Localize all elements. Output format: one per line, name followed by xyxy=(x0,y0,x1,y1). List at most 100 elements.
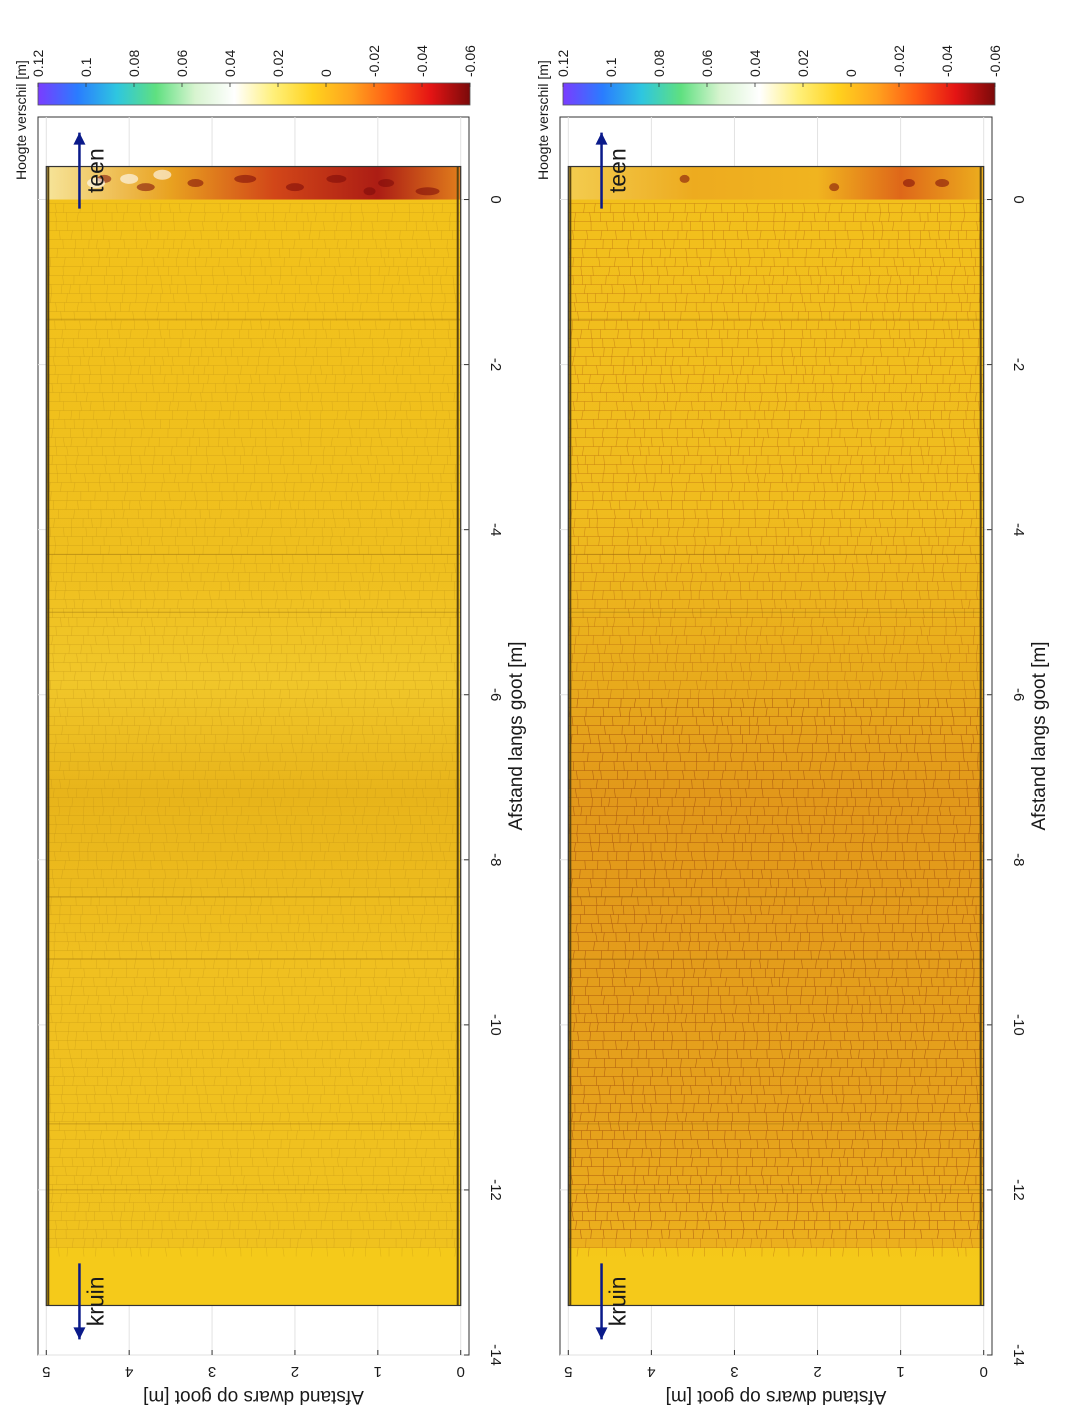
joint-line xyxy=(253,887,256,897)
joint-line xyxy=(445,833,447,843)
joint-line xyxy=(63,527,65,537)
joint-line xyxy=(879,203,881,213)
joint-line xyxy=(236,815,239,825)
joint-line xyxy=(112,671,115,681)
joint-line xyxy=(111,581,113,591)
joint-line xyxy=(245,491,248,501)
joint-line xyxy=(229,1148,232,1158)
joint-line xyxy=(115,1166,118,1176)
joint-line xyxy=(157,1202,160,1212)
joint-line xyxy=(251,419,253,429)
joint-line xyxy=(168,329,171,339)
joint-line xyxy=(792,356,795,366)
joint-line xyxy=(129,581,131,591)
joint-line xyxy=(377,293,380,303)
joint-line xyxy=(419,266,421,276)
joint-line xyxy=(289,392,291,402)
joint-line xyxy=(91,680,93,690)
joint-line xyxy=(258,293,260,303)
joint-line xyxy=(159,329,162,339)
joint-line xyxy=(938,266,941,276)
joint-line xyxy=(65,500,68,510)
joint-line xyxy=(195,590,198,600)
joint-line xyxy=(198,662,201,672)
joint-line xyxy=(605,275,607,285)
joint-line xyxy=(378,428,381,438)
joint-line xyxy=(380,1121,382,1131)
joint-line xyxy=(420,644,423,654)
joint-line xyxy=(409,1049,411,1059)
joint-line xyxy=(399,338,402,348)
joint-line xyxy=(900,203,903,213)
joint-line xyxy=(292,1013,294,1023)
joint-line xyxy=(404,968,406,978)
joint-line xyxy=(121,1058,124,1068)
joint-line xyxy=(273,1175,275,1185)
joint-line xyxy=(227,1058,229,1068)
joint-line xyxy=(188,383,190,393)
joint-line xyxy=(442,1040,444,1050)
joint-line xyxy=(77,860,80,870)
joint-line xyxy=(427,482,430,492)
joint-line xyxy=(311,392,313,402)
joint-line xyxy=(408,1130,411,1140)
joint-line xyxy=(168,491,171,501)
joint-line xyxy=(194,761,196,771)
joint-line xyxy=(79,320,82,330)
joint-line xyxy=(67,1040,69,1050)
joint-line xyxy=(278,392,281,402)
joint-line xyxy=(375,878,377,888)
joint-line xyxy=(240,365,242,375)
joint-line xyxy=(241,869,243,879)
joint-line xyxy=(183,797,185,807)
joint-line xyxy=(340,1211,343,1221)
joint-line xyxy=(256,1202,258,1212)
joint-line xyxy=(339,968,342,978)
joint-line xyxy=(242,464,244,474)
joint-line xyxy=(396,716,398,726)
joint-line xyxy=(686,257,688,267)
joint-line xyxy=(748,248,750,258)
joint-line xyxy=(374,788,376,798)
joint-line xyxy=(314,779,317,789)
joint-line xyxy=(223,743,226,753)
joint-line xyxy=(310,590,312,600)
joint-line xyxy=(375,680,377,690)
joint-line xyxy=(135,293,137,303)
joint-line xyxy=(112,608,115,618)
joint-line xyxy=(422,698,425,708)
joint-line xyxy=(390,284,393,294)
joint-line xyxy=(205,797,208,807)
joint-line xyxy=(877,275,880,285)
joint-line xyxy=(194,608,196,618)
joint-line xyxy=(981,383,983,393)
joint-line xyxy=(310,743,313,753)
colorbar-label: Hoogte verschil [m] xyxy=(13,60,29,180)
joint-line xyxy=(132,1049,135,1059)
joint-line xyxy=(383,329,386,339)
joint-line xyxy=(321,752,324,762)
joint-line xyxy=(329,464,332,474)
joint-line xyxy=(317,1193,320,1203)
joint-line xyxy=(454,1247,457,1257)
joint-line xyxy=(383,257,386,267)
joint-line xyxy=(61,725,64,735)
joint-line xyxy=(86,788,89,798)
joint-line xyxy=(67,941,70,951)
joint-line xyxy=(278,320,281,330)
joint-line xyxy=(356,473,358,483)
joint-line xyxy=(701,419,704,429)
joint-line xyxy=(280,932,283,942)
joint-line xyxy=(123,284,125,294)
joint-line xyxy=(293,977,296,987)
joint-line xyxy=(276,815,278,825)
joint-line xyxy=(280,383,283,393)
joint-line xyxy=(289,203,291,213)
joint-line xyxy=(348,347,350,357)
joint-line xyxy=(283,293,286,303)
erosion-spot xyxy=(187,179,204,188)
joint-line xyxy=(218,500,221,510)
teen-arrow-head xyxy=(73,132,86,145)
joint-line xyxy=(377,302,380,312)
joint-line xyxy=(164,1184,166,1194)
